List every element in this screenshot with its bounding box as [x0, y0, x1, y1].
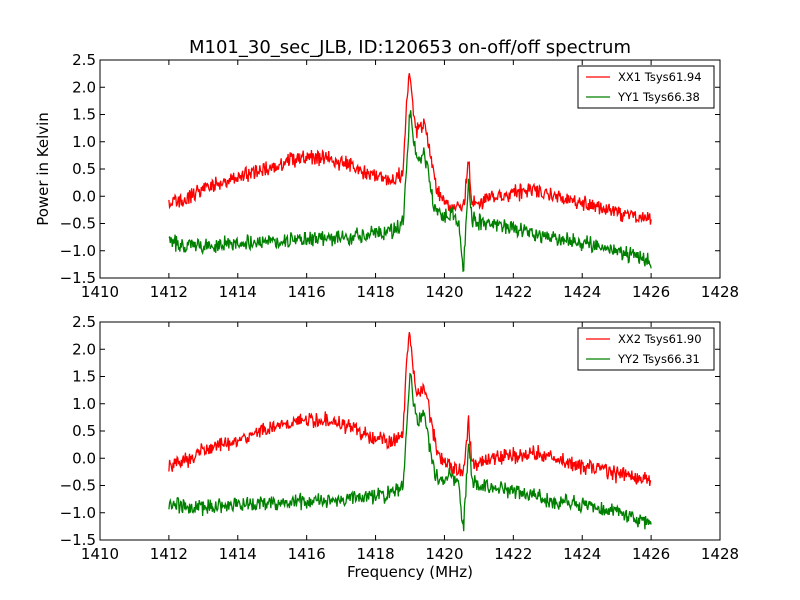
- y-tick-label: 0.5: [72, 422, 96, 440]
- series-line-1: [168, 332, 652, 487]
- y-tick-label: 2.0: [72, 78, 96, 96]
- x-tick-label: 1418: [356, 545, 394, 563]
- y-tick-label: 2.0: [72, 340, 96, 358]
- x-tick-label: 1426: [632, 283, 670, 301]
- y-tick-label: 0.5: [72, 160, 96, 178]
- x-tick-label: 1422: [494, 283, 532, 301]
- y-tick-label: −1.5: [60, 269, 96, 287]
- y-tick-label: −1.0: [60, 242, 96, 260]
- y-tick-label: 1.5: [72, 106, 96, 124]
- x-tick-label: 1422: [494, 545, 532, 563]
- y-tick-label: 1.0: [72, 133, 96, 151]
- series-line-1: [168, 73, 652, 225]
- x-tick-label: 1424: [563, 283, 601, 301]
- y-tick-label: −1.5: [60, 531, 96, 549]
- x-tick-label: 1412: [150, 545, 188, 563]
- x-tick-label: 1414: [219, 283, 257, 301]
- x-tick-label: 1426: [632, 545, 670, 563]
- x-tick-label: 1428: [701, 283, 739, 301]
- panel-2: 1410 1412 1414 1416 1418 1420 1422 1424 1426 1428…: [60, 313, 740, 563]
- x-tick-label: 1420: [425, 283, 463, 301]
- y-tick-label: 0.0: [72, 449, 96, 467]
- y-tick-label: 1.0: [72, 395, 96, 413]
- panel-1: 1410 1412 1414 1416 1418 1420 1422 1424 1426 1428…: [60, 51, 740, 301]
- x-axis-label: Frequency (MHz): [347, 563, 473, 581]
- x-tick-label: 1420: [425, 545, 463, 563]
- legend-label: XX2 Tsys61.90: [618, 332, 702, 346]
- y-tick-label: −1.0: [60, 504, 96, 522]
- x-tick-label: 1414: [219, 545, 257, 563]
- y-tick-label: −0.5: [60, 215, 96, 233]
- x-tick-label: 1416: [288, 545, 326, 563]
- y-tick-label: 1.5: [72, 368, 96, 386]
- y-tick-label: 2.5: [72, 313, 96, 331]
- y-tick-label: 0.0: [72, 187, 96, 205]
- x-tick-label: 1412: [150, 283, 188, 301]
- legend: XX1 Tsys61.94 YY1 Tsys66.38: [577, 65, 715, 109]
- legend-box: [577, 65, 715, 109]
- legend-label: YY1 Tsys66.38: [617, 90, 700, 104]
- x-tick-label: 1428: [701, 545, 739, 563]
- legend-box: [577, 327, 715, 371]
- x-tick-label: 1410: [81, 545, 119, 563]
- y-tick-label: 2.5: [72, 51, 96, 69]
- y-axis-label: Power in Kelvin: [34, 112, 52, 226]
- x-tick-label: 1410: [81, 283, 119, 301]
- x-tick-label: 1416: [288, 283, 326, 301]
- series-line-2: [168, 372, 652, 532]
- legend-label: XX1 Tsys61.94: [618, 70, 702, 84]
- legend-label: YY2 Tsys66.31: [617, 352, 700, 366]
- legend: XX2 Tsys61.90 YY2 Tsys66.31: [577, 327, 715, 371]
- series-line-2: [168, 110, 652, 273]
- figure-title: M101_30_sec_JLB, ID:120653 on-off/off sp…: [189, 37, 631, 58]
- x-tick-label: 1424: [563, 545, 601, 563]
- y-tick-label: −0.5: [60, 477, 96, 495]
- x-tick-label: 1418: [356, 283, 394, 301]
